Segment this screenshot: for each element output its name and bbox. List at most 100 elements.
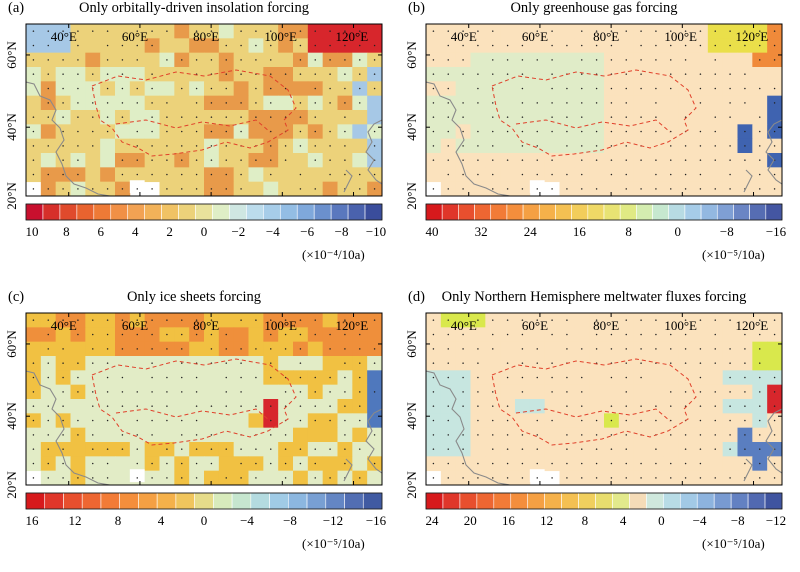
significance-dot <box>595 319 598 321</box>
significance-dot <box>655 188 657 190</box>
trend-cell <box>144 52 160 68</box>
lon-label: 120°E <box>335 29 369 44</box>
significance-dot <box>492 391 494 393</box>
significance-dot <box>121 376 124 379</box>
significance-dot <box>625 477 627 479</box>
significance-dot <box>625 376 627 379</box>
significance-dot <box>329 159 331 161</box>
colorbar-swatch <box>555 203 572 221</box>
significance-dot <box>610 419 613 422</box>
significance-dot <box>759 30 761 32</box>
trend-cell <box>26 327 42 343</box>
colorbar-swatch <box>578 492 596 510</box>
significance-dot <box>166 477 168 479</box>
significance-dot <box>684 145 687 147</box>
significance-dot <box>77 73 79 75</box>
colorbar-swatch <box>561 492 579 510</box>
significance-dot <box>551 391 553 393</box>
significance-dot <box>225 145 227 147</box>
significance-dot <box>240 448 242 450</box>
significance-dot <box>670 391 672 393</box>
significance-dot <box>447 448 449 450</box>
significance-dot <box>373 44 376 47</box>
colorbar-tick-label: 0 <box>200 224 208 239</box>
lat-label: 20°N <box>403 471 419 499</box>
colorbar-tick-label: −2 <box>231 224 246 239</box>
trend-cell <box>40 153 57 168</box>
significance-dot <box>699 419 702 422</box>
significance-dot <box>92 419 94 422</box>
significance-dot <box>714 159 716 161</box>
significance-dot <box>595 102 598 104</box>
significance-dot <box>744 448 746 450</box>
significance-dot <box>744 376 746 379</box>
trend-cell <box>618 38 635 54</box>
significance-dot <box>462 477 464 479</box>
significance-dot <box>729 362 731 364</box>
trend-cell <box>500 95 516 111</box>
significance-dot <box>92 362 94 364</box>
significance-dot <box>77 159 79 161</box>
significance-dot <box>655 477 657 479</box>
colorbar-swatch <box>263 203 281 221</box>
significance-dot <box>684 333 687 336</box>
significance-dot <box>106 348 109 350</box>
significance-dot <box>729 145 731 147</box>
significance-dot <box>447 173 449 176</box>
significance-dot <box>136 462 138 465</box>
trend-cell <box>278 181 294 196</box>
significance-dot <box>255 87 257 90</box>
significance-dot <box>225 448 227 450</box>
trend-cell <box>737 110 753 125</box>
significance-dot <box>32 73 35 75</box>
significance-dot <box>536 462 538 465</box>
significance-dot <box>32 116 35 118</box>
significance-dot <box>344 102 346 104</box>
trend-cell <box>189 341 205 357</box>
significance-dot <box>536 173 538 176</box>
significance-dot <box>566 145 568 147</box>
colorbar-swatch <box>100 492 120 510</box>
significance-dot <box>210 434 213 436</box>
colorbar-swatch <box>713 492 732 510</box>
significance-dot <box>32 434 35 436</box>
significance-dot <box>62 319 64 321</box>
significance-dot <box>640 130 642 133</box>
coastline <box>426 370 511 485</box>
significance-dot <box>92 30 94 32</box>
colorbar-swatch <box>522 203 540 221</box>
trend-cell <box>367 370 382 386</box>
trend-cell <box>663 442 679 457</box>
colorbar-swatch <box>313 203 332 221</box>
significance-dot <box>329 173 331 176</box>
colorbar-frame <box>25 203 383 221</box>
significance-dot <box>521 188 524 190</box>
significance-dot <box>610 159 613 161</box>
significance-dot <box>225 87 227 90</box>
panel-a: (a) Only orbitally-driven insolation for… <box>4 0 400 283</box>
significance-dot <box>714 116 716 118</box>
significance-dot <box>32 419 35 422</box>
significance-dot <box>47 116 49 118</box>
significance-dot <box>551 173 553 176</box>
trend-cell <box>648 370 664 386</box>
significance-dot <box>744 434 746 436</box>
panel-title: (c) Only ice sheets forcing <box>4 289 384 307</box>
significance-dot <box>506 448 509 450</box>
significance-dot <box>195 434 198 436</box>
colorbar-swatch <box>684 203 702 221</box>
significance-dot <box>270 405 272 407</box>
significance-dot <box>225 391 227 393</box>
significance-dot <box>640 73 642 75</box>
significance-dot <box>759 319 761 321</box>
significance-dot <box>655 130 657 133</box>
trend-cell <box>293 470 309 485</box>
significance-dot <box>462 159 464 161</box>
trend-cell <box>322 313 338 328</box>
significance-dot <box>329 391 331 393</box>
trend-cell <box>129 370 146 386</box>
significance-dot <box>447 188 449 190</box>
significance-dot <box>106 419 109 422</box>
colorbar-tick-label: 10 <box>25 224 39 239</box>
colorbar-swatch <box>459 492 478 510</box>
